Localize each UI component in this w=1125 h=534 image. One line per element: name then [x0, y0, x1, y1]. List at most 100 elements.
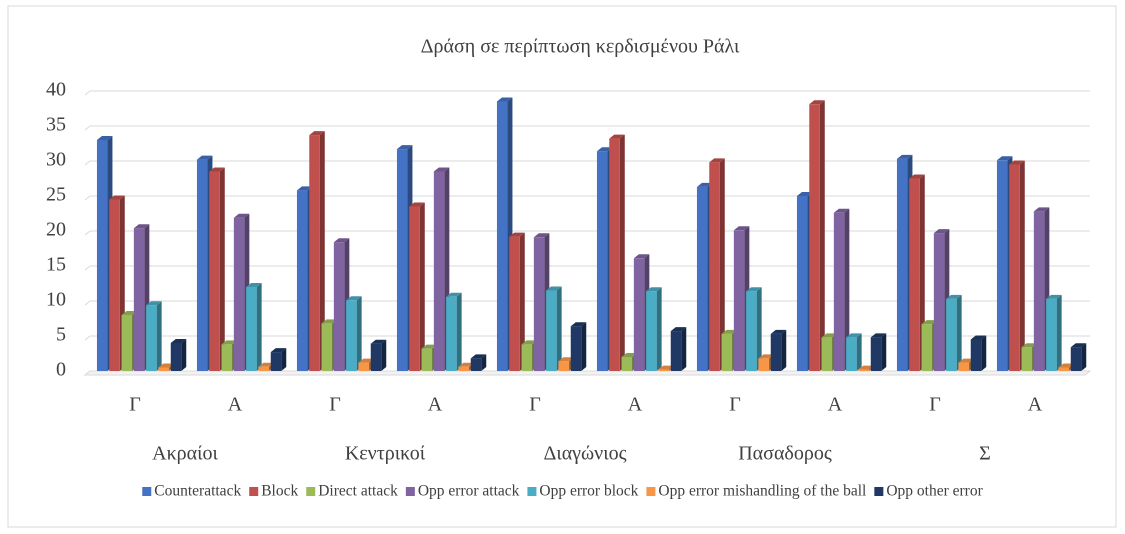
bar	[346, 300, 357, 371]
bar-top	[896, 154, 913, 159]
bar-top	[321, 319, 338, 324]
bar	[696, 186, 708, 371]
bar-top	[246, 283, 262, 287]
bar	[958, 362, 969, 371]
bar	[133, 228, 145, 371]
legend-swatch	[874, 487, 884, 496]
bar	[833, 212, 845, 371]
bar-side	[519, 232, 525, 371]
bar-top	[821, 333, 838, 338]
bar	[146, 305, 157, 371]
bar	[596, 151, 608, 371]
bar	[658, 369, 669, 371]
bar-side	[456, 292, 462, 371]
bar-side	[1056, 294, 1062, 371]
bar-side	[756, 287, 762, 371]
bar-top	[1033, 207, 1050, 212]
bar	[258, 366, 269, 371]
bar	[796, 196, 808, 371]
group-label: Κεντρικοί	[345, 443, 426, 465]
bar-side	[556, 286, 562, 371]
bar-top	[670, 327, 687, 332]
bar-top	[846, 333, 862, 338]
bar	[946, 298, 957, 371]
bar-side	[619, 134, 625, 371]
bar-top	[221, 340, 238, 345]
bar	[409, 206, 420, 371]
bar-top	[209, 167, 225, 172]
legend-item: Direct attack	[306, 483, 398, 500]
legend-item: Opp error block	[527, 483, 639, 500]
legend-label: Block	[261, 483, 298, 500]
bar-top	[121, 311, 138, 315]
x-tick-label: Α	[1028, 394, 1043, 416]
x-tick-label: Α	[628, 394, 643, 416]
bar	[209, 171, 220, 371]
bar	[746, 291, 757, 371]
bar-top	[770, 329, 787, 334]
legend-swatch	[646, 487, 656, 496]
grid-line	[84, 125, 91, 131]
bar-top	[196, 155, 213, 160]
bar	[309, 135, 320, 371]
group-label: Σ	[979, 443, 991, 465]
chart-title: Δράση σε περίπτωση κερδισμένου Ράλι	[421, 36, 740, 58]
bar-top	[570, 322, 587, 327]
x-tick-label: Α	[828, 394, 843, 416]
bar-top	[733, 226, 750, 231]
bar-side	[681, 327, 687, 371]
bar	[870, 337, 882, 371]
legend-swatch	[306, 487, 316, 496]
bar-top	[909, 174, 925, 179]
bar-top	[309, 131, 325, 136]
grid-line	[84, 335, 91, 341]
y-tick-label: 10	[46, 289, 66, 311]
bar	[1070, 347, 1082, 371]
bar	[1009, 164, 1020, 371]
bar-top	[646, 287, 662, 292]
group-label: Πασαδορος	[738, 443, 832, 465]
bar	[333, 242, 345, 371]
y-tick-label: 35	[46, 114, 66, 136]
bar	[196, 159, 208, 371]
bar	[570, 326, 582, 371]
bar-top	[258, 362, 274, 367]
bar	[921, 324, 933, 371]
bar-top	[170, 339, 187, 343]
y-tick-label: 40	[46, 79, 66, 101]
bar	[421, 348, 433, 371]
grid-line	[84, 230, 91, 236]
bar-side	[956, 294, 962, 371]
bar-side	[1081, 343, 1087, 371]
bar-top	[970, 335, 987, 340]
bar-top	[558, 357, 574, 362]
bar-side	[844, 208, 850, 371]
bar	[533, 237, 545, 371]
bar	[233, 217, 245, 371]
legend-label: Opp error attack	[418, 483, 520, 500]
bar-top	[446, 292, 462, 297]
bar	[970, 339, 982, 371]
bar	[909, 178, 920, 371]
bar	[221, 344, 233, 371]
bar-top	[133, 224, 150, 229]
bar-top	[396, 145, 413, 150]
grid-line	[84, 160, 91, 166]
bar	[1021, 347, 1033, 371]
legend-item: Opp error attack	[405, 483, 520, 500]
legend-swatch	[527, 487, 537, 496]
bar-side	[719, 158, 725, 371]
bar	[521, 344, 533, 371]
bar	[633, 258, 645, 371]
bar-side	[281, 348, 287, 371]
bar	[896, 158, 908, 371]
bar-top	[470, 354, 487, 359]
group-label: Διαγώνιος	[543, 443, 626, 465]
grid-line	[84, 265, 91, 271]
bar-top	[809, 100, 825, 105]
bar-top	[458, 362, 474, 367]
y-tick-label: 25	[46, 184, 66, 206]
legend-item: Block	[249, 483, 298, 500]
bar-side	[881, 333, 887, 371]
legend-label: Direct attack	[318, 483, 398, 500]
